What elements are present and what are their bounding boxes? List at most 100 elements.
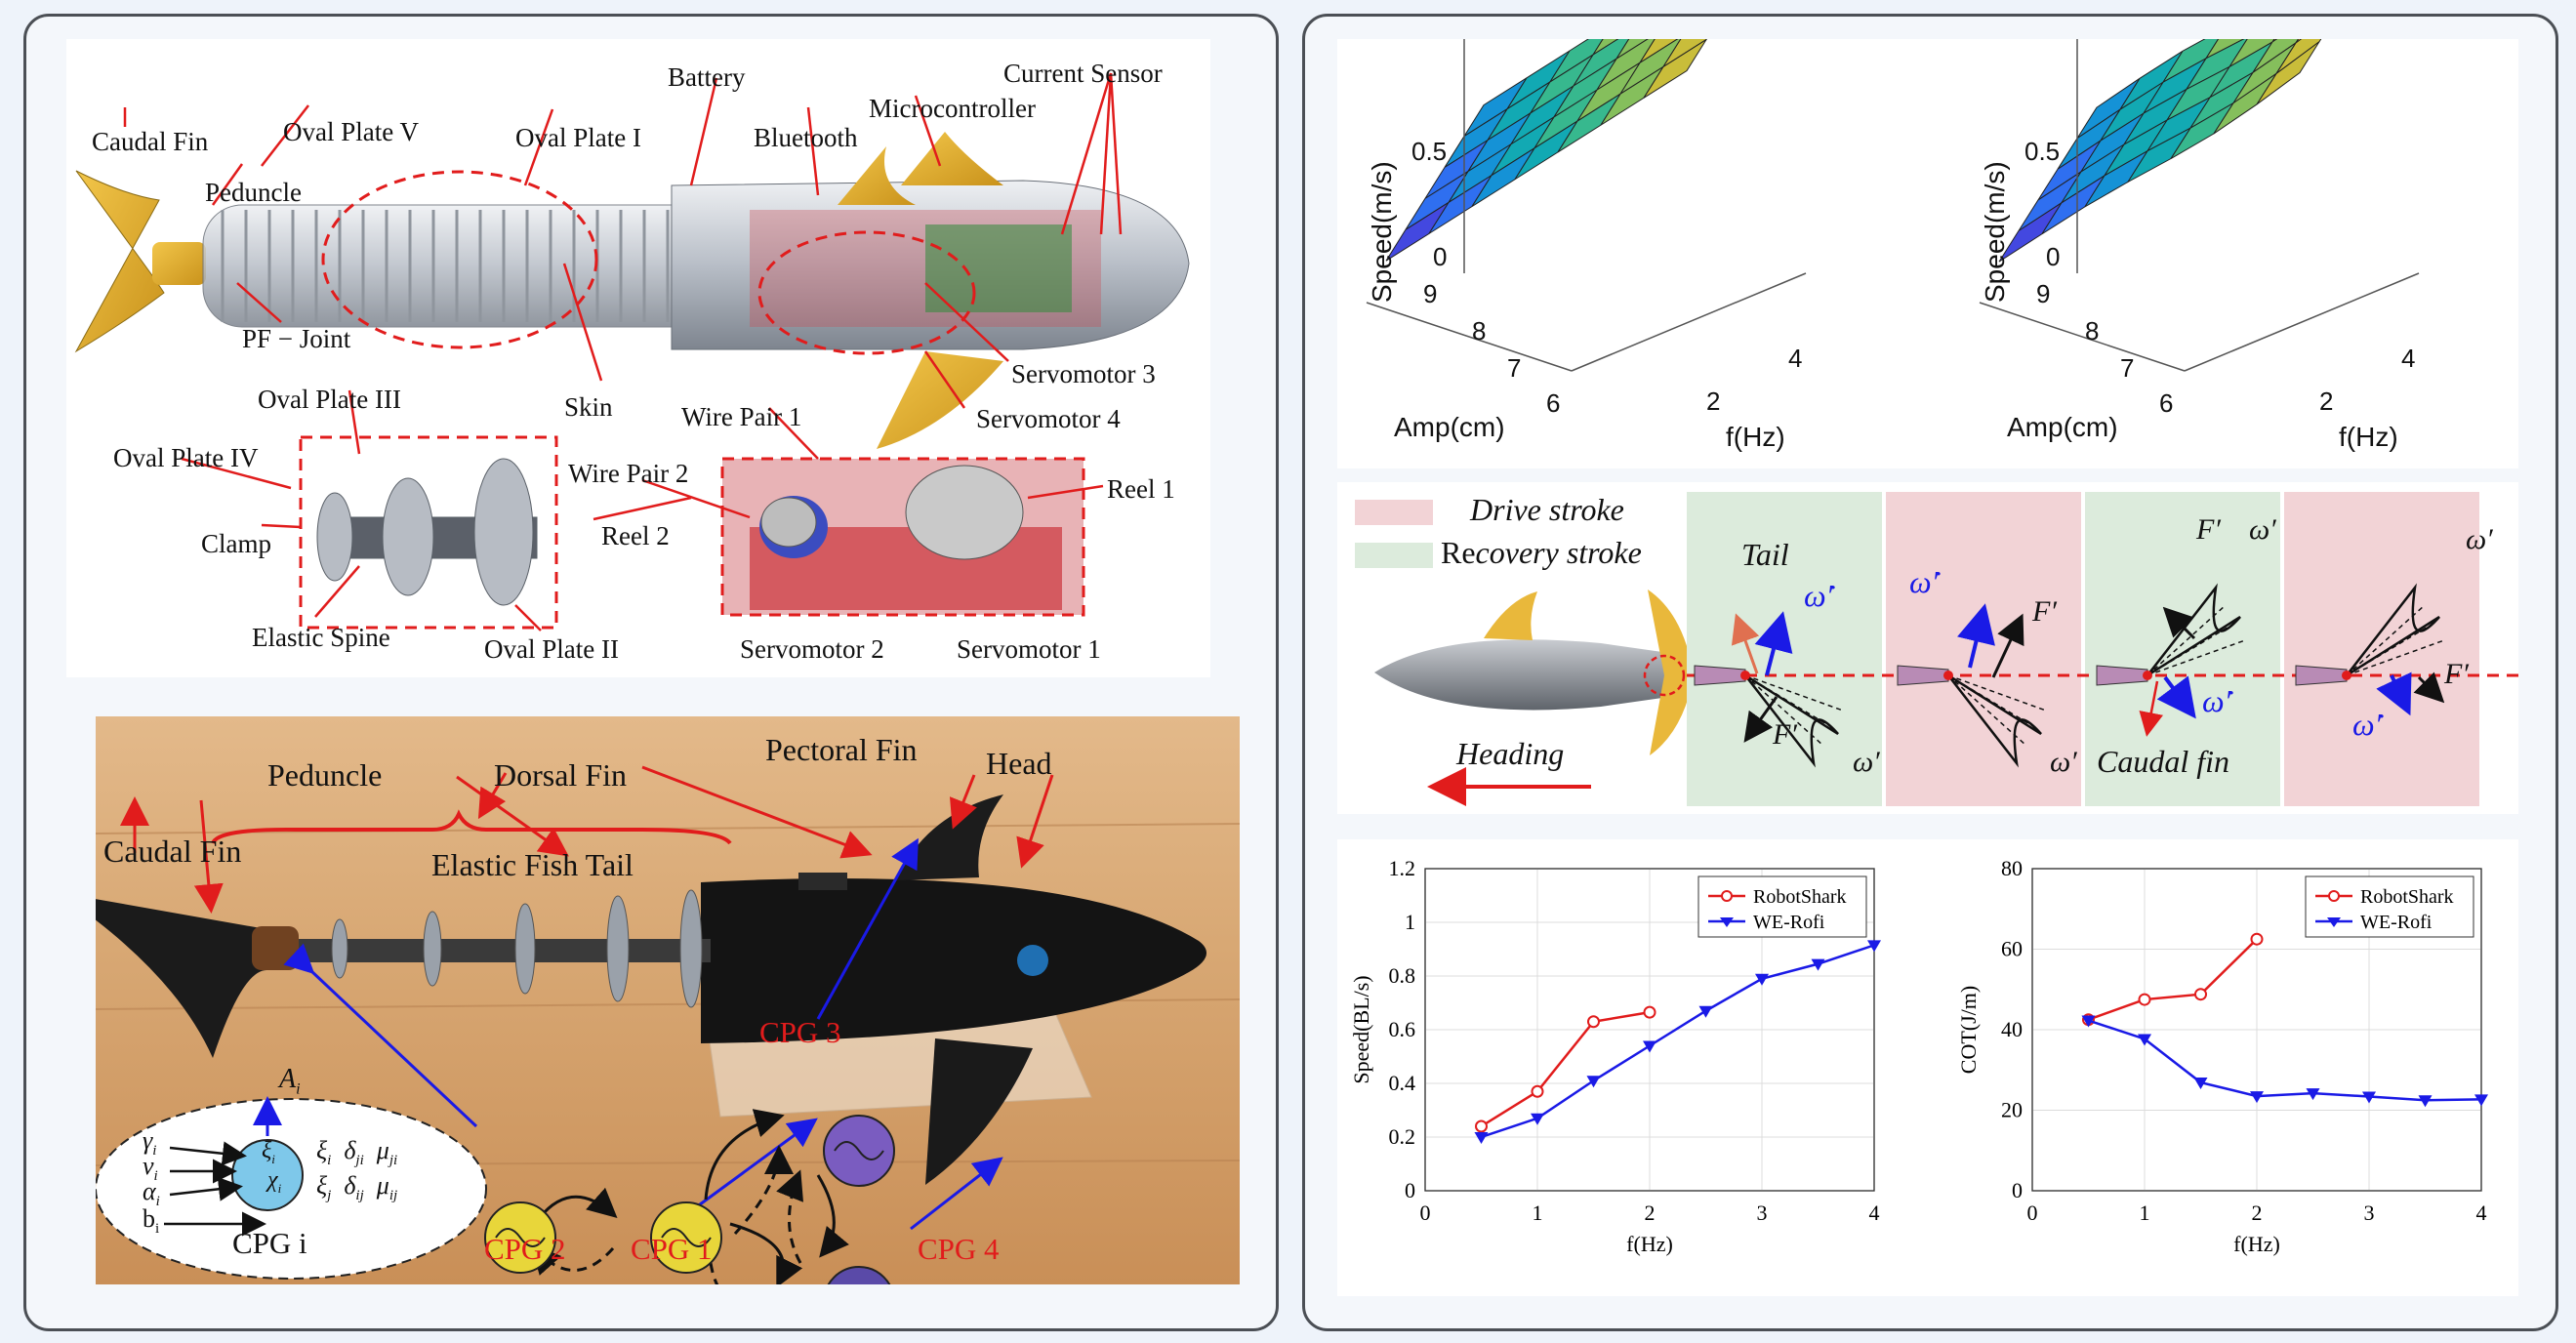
x-axis-label: f(Hz)	[1626, 1232, 1673, 1256]
peduncle-shape	[2096, 665, 2148, 686]
y-tick-label: 0.2	[1389, 1124, 1416, 1149]
callout-line	[914, 95, 942, 167]
surface-1-amp-6: 6	[1546, 388, 1561, 418]
photo-caudal-fin	[96, 899, 266, 1058]
data-point	[2418, 1095, 2433, 1108]
phase3-force: F′	[2196, 513, 2221, 546]
stroke-tail-label: Tail	[1741, 537, 1789, 572]
phase1-omega: ω′	[1853, 746, 1880, 778]
fin-joint	[2143, 671, 2152, 680]
data-point	[1587, 1015, 1600, 1029]
surface-f-axis	[2184, 272, 2420, 372]
photo-pectoral-fin	[925, 1038, 1033, 1185]
callout-line	[1060, 72, 1113, 235]
cad-label-peduncle: Peduncle	[205, 178, 302, 207]
phase4-omega: ω′	[2466, 523, 2493, 555]
surface-2-f-4: 4	[2401, 344, 2416, 373]
data-point	[2250, 1091, 2264, 1104]
callout-line	[768, 407, 819, 460]
spine-inset	[299, 435, 558, 630]
fin-outline	[2147, 583, 2241, 677]
data-point	[2306, 1088, 2320, 1101]
y-tick-label: 20	[2001, 1098, 2023, 1122]
callout-line	[689, 77, 718, 186]
data-point	[2081, 1015, 2096, 1028]
cad-label-oval-plate-ii: Oval Plate II	[484, 634, 619, 664]
cpg-coupling-row-2: ξj δij μij	[316, 1171, 398, 1204]
legend-marker	[2328, 890, 2340, 902]
plot-frame	[2031, 868, 2482, 1192]
callout-line	[514, 604, 542, 631]
spine-plates	[316, 458, 538, 606]
cad-label-elastic-spine: Elastic Spine	[252, 623, 390, 652]
cpg-coupling-row-1: ξi δji μji	[316, 1136, 398, 1169]
phase2-omega: ω′	[2050, 746, 2077, 778]
surface-1-f-4: 4	[1788, 344, 1803, 373]
cpg-center-xi: ξi	[262, 1138, 275, 1166]
phase4-omega-dot-arrow	[2376, 672, 2412, 716]
surface-f-axis	[1571, 272, 1807, 372]
surface-1-xlabel-f: f(Hz)	[1726, 422, 1785, 452]
phase3-omega-dot: ω̇′	[2202, 683, 2231, 718]
cad-label-microcontroller: Microcontroller	[869, 94, 1036, 123]
cad-label-oval-plate-i: Oval Plate I	[515, 123, 641, 152]
legend-drive-swatch	[1355, 500, 1433, 525]
phase3-omega-dot-arrow	[2156, 675, 2196, 719]
cad-label-pf-joint: PF − Joint	[242, 324, 351, 353]
legend-label: RobotShark	[2360, 886, 2454, 908]
x-tick-label: 4	[2476, 1201, 2487, 1225]
phase2-force-arrow	[1991, 613, 2024, 678]
data-point	[2193, 1078, 2208, 1090]
surface-plot-2	[1979, 39, 2420, 372]
surface-patch	[2256, 41, 2320, 105]
photo-dorsal-fin	[896, 794, 1003, 880]
surface-2-amp-6: 6	[2159, 388, 2174, 418]
legend-marker	[1720, 917, 1734, 927]
callout-line	[1099, 72, 1113, 235]
data-point	[1698, 1005, 1713, 1018]
x-tick-label: 4	[1869, 1201, 1880, 1225]
line-charts-drawing: 0 1 2 3 400.20.40.60.811.2f(Hz)Speed(BL/s)Ro…	[1349, 856, 2488, 1256]
data-point	[1643, 1005, 1656, 1019]
cad-label-clamp: Clamp	[201, 529, 271, 558]
surface-1-amp-9: 9	[1423, 279, 1438, 308]
cpg-nodes	[484, 1115, 895, 1284]
surface-plot-1	[1366, 39, 1807, 372]
cad-label-reel-1: Reel 1	[1107, 474, 1175, 504]
legend-recovery-label: Recovery stroke	[1441, 535, 1642, 570]
plot-frame	[1424, 868, 1875, 1192]
cad-label-servomotor-2: Servomotor 2	[740, 634, 884, 664]
x-tick-label: 1	[2140, 1201, 2150, 1225]
callout-line	[924, 282, 1009, 362]
x-tick-label: 0	[1420, 1201, 1431, 1225]
legend-recovery-swatch	[1355, 543, 1433, 568]
stroke-heading-label: Heading	[1456, 736, 1565, 771]
cad-caudal-fin	[74, 170, 165, 353]
photo-label-pectoral-fin: Pectoral Fin	[765, 732, 918, 767]
data-point	[2194, 988, 2207, 1001]
y-tick-label: 0.4	[1389, 1071, 1416, 1095]
callout-line	[236, 282, 282, 323]
cad-label-reel-2: Reel 2	[601, 521, 670, 550]
cad-label-oval-plate-iii: Oval Plate III	[258, 385, 401, 414]
surface-plots: Speed(m/s) 0.5 0 9 8 7 6 4 2 Amp(cm) f(H…	[1337, 39, 2518, 468]
callout-line	[211, 163, 244, 206]
stroke-shark-dorsal	[1484, 591, 1537, 640]
cad-label-oval-plate-v: Oval Plate V	[283, 117, 419, 146]
series-line-robotshark	[2088, 938, 2258, 1021]
callout-line	[806, 106, 820, 196]
robot-photo: Caudal Fin Peduncle Dorsal Fin Pectoral …	[96, 716, 1240, 1284]
y-tick-label: 0.8	[1389, 963, 1416, 988]
legend-box	[1697, 875, 1867, 938]
photo-label-head: Head	[986, 746, 1052, 781]
phase1-omega-dot-arrow	[1754, 611, 1793, 676]
x-tick-label: 0	[2027, 1201, 2038, 1225]
phase-1-fin	[1694, 665, 1844, 768]
surface-1-amp-7: 7	[1507, 353, 1522, 383]
phase4-force-arrow	[2413, 672, 2445, 704]
y-tick-label: 0	[2012, 1178, 2023, 1202]
surface-amp-axis	[1366, 302, 1573, 372]
data-point	[1755, 973, 1769, 986]
phase3-omega: ω′	[2249, 513, 2276, 546]
fin-outline	[1744, 673, 1839, 768]
